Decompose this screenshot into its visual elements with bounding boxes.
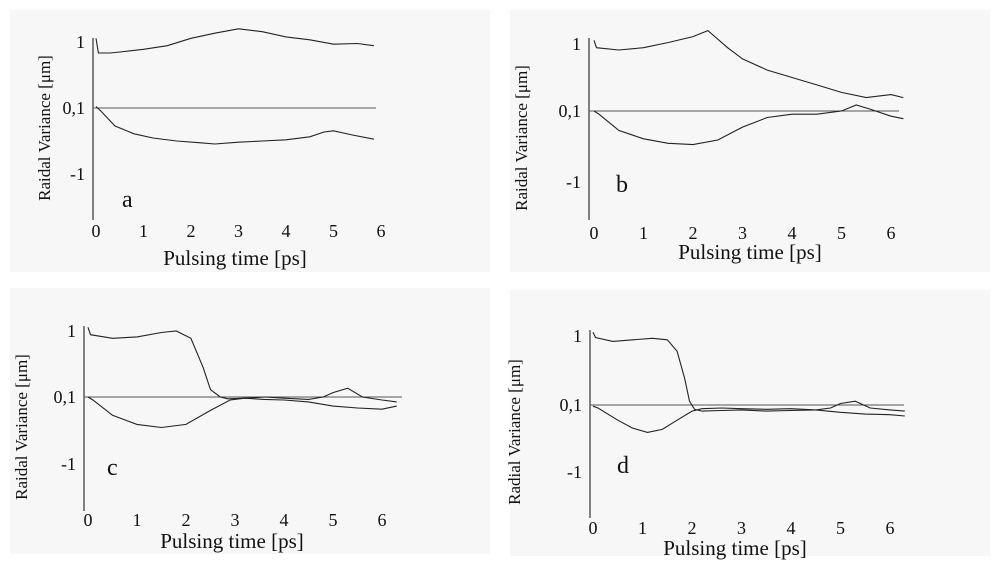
x-tick-label: 4 [282,221,291,241]
x-axis-title: Pulsing time [ps] [160,529,304,553]
series-line-1 [592,331,905,412]
panel-label: c [107,455,118,481]
y-axis-title: Raidal Variance [μm] [12,354,31,500]
y-tick-label: -1 [61,454,76,474]
y-tick-label: -1 [566,172,581,192]
x-tick-label: 5 [837,223,846,243]
y-tick-label: 1 [67,321,76,341]
y-tick-label: 1 [572,34,581,54]
y-axis-title: Raidal Variance [μm] [35,55,54,201]
x-tick-label: 6 [378,510,387,530]
x-tick-label: 0 [589,518,598,538]
x-tick-label: 3 [231,510,240,530]
series-line-2 [95,106,375,145]
panel-background [510,290,990,556]
series-line-1 [87,327,397,403]
x-tick-label: 3 [234,221,243,241]
x-tick-label: 5 [836,518,845,538]
x-tick-label: 6 [377,221,386,241]
y-axis-title: Raidal Variance [μm] [512,65,531,211]
series-line-1 [95,28,374,54]
x-tick-label: 2 [688,518,697,538]
x-tick-label: 5 [329,221,338,241]
panel-label: d [617,453,629,479]
x-tick-label: 1 [638,518,647,538]
y-axis-title: Radial Variance [μm] [505,359,524,505]
x-tick-label: 4 [787,518,796,538]
y-tick-label: 1 [573,326,582,346]
panel-background [10,288,490,554]
x-tick-label: 1 [139,221,148,241]
x-tick-label: 2 [182,510,191,530]
x-tick-label: 2 [187,221,196,241]
y-tick-label: 0,1 [63,98,86,118]
x-tick-label: 6 [887,223,896,243]
y-tick-label: 0,1 [559,101,582,121]
x-tick-label: 1 [133,510,142,530]
y-tick-label: 0,1 [54,387,77,407]
y-tick-label: 0,1 [560,395,583,415]
series-line-2 [592,405,905,433]
panel-label: a [122,187,133,213]
x-tick-label: 3 [738,223,747,243]
x-axis-title: Pulsing time [ps] [663,536,807,560]
x-axis-title: Pulsing time [ps] [163,246,307,270]
x-tick-label: 1 [639,223,648,243]
x-tick-label: 4 [788,223,797,243]
y-tick-label: -1 [567,462,582,482]
series-line-1 [593,29,904,99]
x-tick-label: 2 [689,223,698,243]
y-tick-label: -1 [70,164,85,184]
x-tick-label: 3 [737,518,746,538]
x-axis-title: Pulsing time [ps] [678,240,822,264]
panel-background [510,10,990,272]
x-tick-label: 0 [590,223,599,243]
panel-label: b [616,172,628,198]
x-tick-label: 5 [329,510,338,530]
x-tick-label: 0 [92,221,101,241]
x-tick-label: 6 [886,518,895,538]
series-line-2 [593,104,904,146]
panel-background [10,10,490,272]
y-tick-label: 1 [76,32,85,52]
x-tick-label: 0 [84,510,93,530]
x-tick-label: 4 [280,510,289,530]
series-line-2 [87,396,397,429]
